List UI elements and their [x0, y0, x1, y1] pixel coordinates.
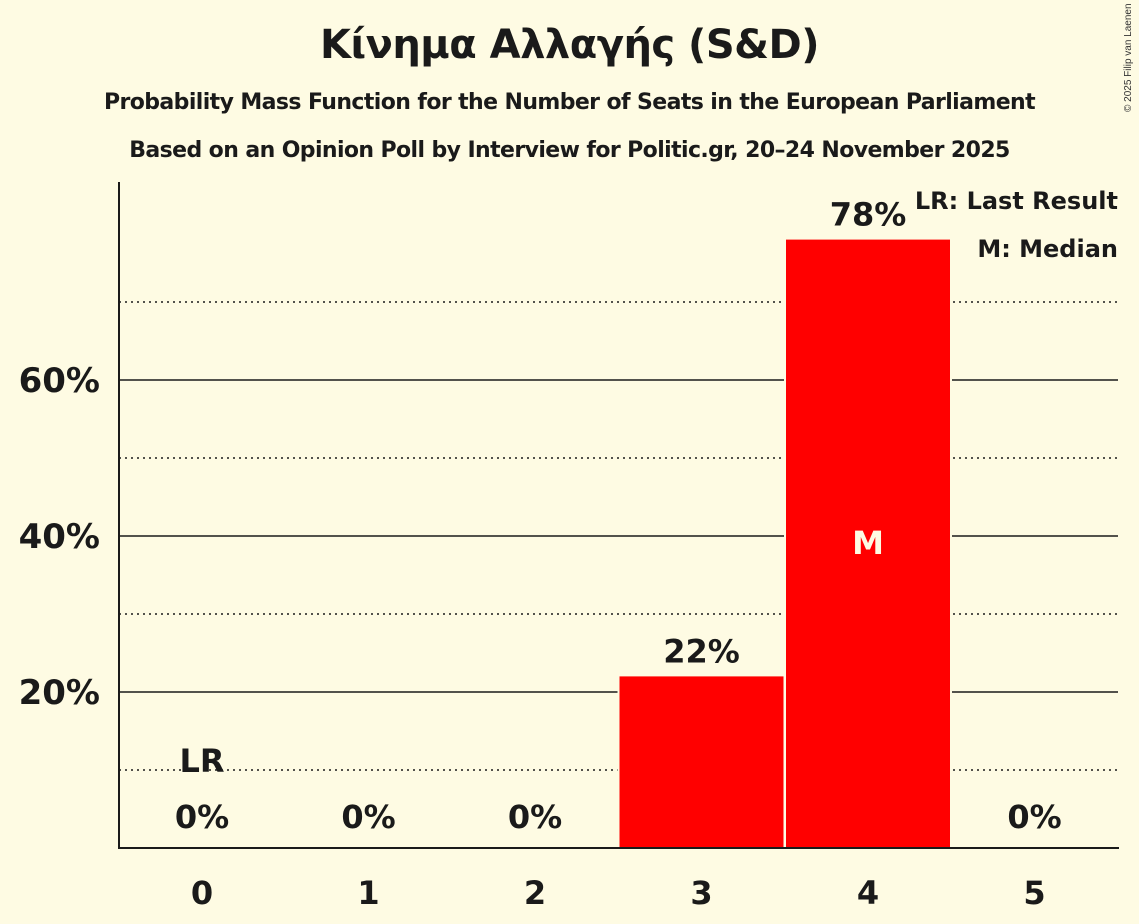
- value-label: 78%: [830, 196, 907, 234]
- value-label: 22%: [663, 632, 740, 670]
- chart-subtitle-pmf: Probability Mass Function for the Number…: [104, 90, 1036, 115]
- legend: LR: Last Result M: Median: [915, 187, 1118, 263]
- axes: [118, 182, 1119, 849]
- x-tick-label: 1: [357, 874, 379, 912]
- legend-median: M: Median: [977, 235, 1118, 263]
- x-tick-labels: 0 1 2 3 4 5: [191, 874, 1046, 912]
- x-tick-label: 4: [857, 874, 879, 912]
- x-tick-label: 5: [1023, 874, 1045, 912]
- x-tick-label: 2: [524, 874, 546, 912]
- value-label: 0%: [508, 798, 562, 836]
- x-tick-label: 3: [690, 874, 712, 912]
- value-label: 0%: [341, 798, 395, 836]
- y-tick-label: 60%: [19, 361, 100, 401]
- value-label: 0%: [1007, 798, 1061, 836]
- median-marker: M: [852, 524, 884, 562]
- legend-last-result: LR: Last Result: [915, 187, 1118, 215]
- y-tick-label: 20%: [19, 673, 100, 713]
- last-result-marker: LR: [179, 742, 224, 780]
- bar-seats-4: [786, 239, 950, 849]
- value-labels: 0% 0% 0% 22% 78% 0%: [175, 196, 1062, 836]
- chart-subtitle-poll: Based on an Opinion Poll by Interview fo…: [129, 138, 1010, 163]
- bars: [617, 239, 952, 849]
- chart-title: Κίνημα Αλλαγής (S&D): [319, 22, 820, 68]
- value-label: 0%: [175, 798, 229, 836]
- y-tick-labels: 20% 40% 60%: [19, 361, 100, 713]
- annotations: LR M: [179, 524, 883, 780]
- bar-seats-3: [619, 676, 784, 848]
- x-tick-label: 0: [191, 874, 213, 912]
- y-tick-label: 40%: [19, 517, 100, 557]
